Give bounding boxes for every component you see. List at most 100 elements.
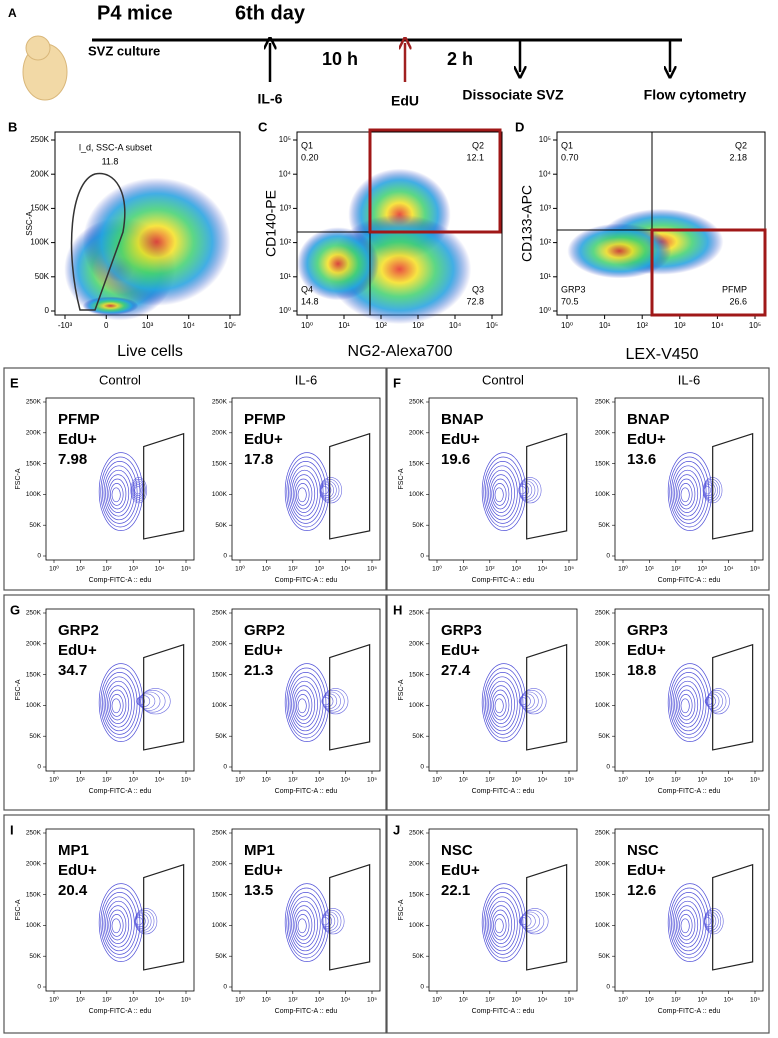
y-tick-label: 50K xyxy=(29,522,41,529)
contour xyxy=(297,698,307,714)
edu-value: 27.4 xyxy=(441,662,471,679)
edu-value: 12.6 xyxy=(627,882,656,899)
x-axis-label: LEX-V450 xyxy=(626,346,699,363)
contour xyxy=(669,456,710,528)
marker-label: EdU+ xyxy=(244,431,283,448)
x-tick-label: 10² xyxy=(485,777,495,784)
plot-frame xyxy=(231,397,381,561)
quadrant-name: Q1 xyxy=(561,140,573,150)
panel-letter: B xyxy=(8,119,17,134)
x-tick-label: 10¹ xyxy=(645,997,655,1004)
contour xyxy=(108,909,127,941)
gate xyxy=(526,863,568,971)
x-tick-label: 10⁰ xyxy=(432,996,442,1004)
contour xyxy=(672,676,704,732)
x-tick-label: 10⁵ xyxy=(224,321,236,330)
y-tick-label: 100K xyxy=(595,922,611,929)
x-tick-label: 10⁰ xyxy=(618,996,628,1004)
contour xyxy=(481,452,527,531)
x-tick-label: 10² xyxy=(288,777,298,784)
gate-label: l_d, SSC-A subset xyxy=(79,142,153,152)
x-tick-label: 10⁵ xyxy=(367,997,377,1004)
contour xyxy=(677,909,696,941)
contour xyxy=(100,667,141,739)
population-label: GRP2 xyxy=(244,622,285,639)
y-axis-label: FSC-A xyxy=(15,468,22,489)
contour xyxy=(292,685,316,724)
contour xyxy=(289,676,321,732)
contour xyxy=(680,698,690,714)
x-tick-label: 10¹ xyxy=(645,566,655,573)
x-tick-label: 10¹ xyxy=(459,777,469,784)
x-axis-label: Comp-FITC-A :: edu xyxy=(658,788,721,795)
marker-label: EdU+ xyxy=(441,862,480,879)
y-tick-label: 150K xyxy=(409,891,425,898)
x-axis-label: Comp-FITC-A :: edu xyxy=(275,1008,338,1015)
contour xyxy=(106,685,130,724)
y-tick-label: 50K xyxy=(412,733,424,740)
plot-frame xyxy=(45,608,195,772)
marker-label: EdU+ xyxy=(441,431,480,448)
contour xyxy=(106,474,130,513)
x-axis-label: Comp-FITC-A :: edu xyxy=(472,577,535,584)
x-tick-label: -10³ xyxy=(58,321,73,330)
y-tick-label: 0 xyxy=(223,553,227,560)
y-axis-label: FSC-A xyxy=(398,679,405,700)
contour xyxy=(485,461,521,524)
y-axis-label: CD140-PE xyxy=(263,190,279,257)
gate xyxy=(712,863,754,971)
contour xyxy=(493,483,507,506)
contour xyxy=(493,914,507,937)
contour xyxy=(102,672,138,735)
contour xyxy=(105,680,132,728)
panel-letter: J xyxy=(393,822,400,837)
contour xyxy=(289,465,321,521)
x-tick-label: 10¹ xyxy=(338,321,350,330)
y-tick-label: 10¹ xyxy=(539,272,551,281)
x-tick-label: 10⁵ xyxy=(181,566,191,573)
y-axis-label: FSC-A xyxy=(15,679,22,700)
marker-label: EdU+ xyxy=(244,862,283,879)
contour xyxy=(98,452,144,531)
x-tick-label: 10³ xyxy=(314,997,324,1004)
x-tick-label: 10¹ xyxy=(76,997,86,1004)
contour xyxy=(100,456,141,528)
x-tick-label: 10¹ xyxy=(262,997,272,1004)
x-tick-label: 10⁰ xyxy=(432,776,442,784)
timeline-label: 2 h xyxy=(447,49,473,69)
y-tick-label: 100K xyxy=(409,922,425,929)
y-tick-label: 0 xyxy=(420,553,424,560)
x-tick-label: 10³ xyxy=(314,777,324,784)
contour xyxy=(110,483,124,506)
contour xyxy=(675,474,699,513)
y-tick-label: 0 xyxy=(37,553,41,560)
contour xyxy=(485,672,521,735)
x-tick-label: 10³ xyxy=(128,566,138,573)
y-tick-label: 100K xyxy=(409,702,425,709)
y-tick-label: 0 xyxy=(606,984,610,991)
panel-letter: A xyxy=(8,6,17,20)
panel-box xyxy=(386,594,770,811)
y-tick-label: 50K xyxy=(215,953,227,960)
quadrant-name: Q3 xyxy=(472,284,484,294)
contour xyxy=(677,478,696,510)
y-tick-label: 150K xyxy=(212,891,228,898)
marker-label: EdU+ xyxy=(244,642,283,659)
y-tick-label: 50K xyxy=(29,733,41,740)
contour xyxy=(489,905,513,944)
contour xyxy=(288,461,324,524)
y-tick-label: 0 xyxy=(420,984,424,991)
y-tick-label: 0 xyxy=(223,984,227,991)
contour xyxy=(297,918,307,934)
edu-value: 13.5 xyxy=(244,882,273,899)
y-tick-label: 50K xyxy=(598,733,610,740)
contour xyxy=(138,691,161,711)
panel-letter: H xyxy=(393,602,402,617)
x-tick-label: 10² xyxy=(375,321,387,330)
contour xyxy=(100,887,141,959)
x-tick-label: 10⁵ xyxy=(367,777,377,784)
contour xyxy=(284,663,330,742)
contour xyxy=(296,483,310,506)
density-blob xyxy=(567,223,672,279)
y-tick-label: 250K xyxy=(26,830,42,837)
